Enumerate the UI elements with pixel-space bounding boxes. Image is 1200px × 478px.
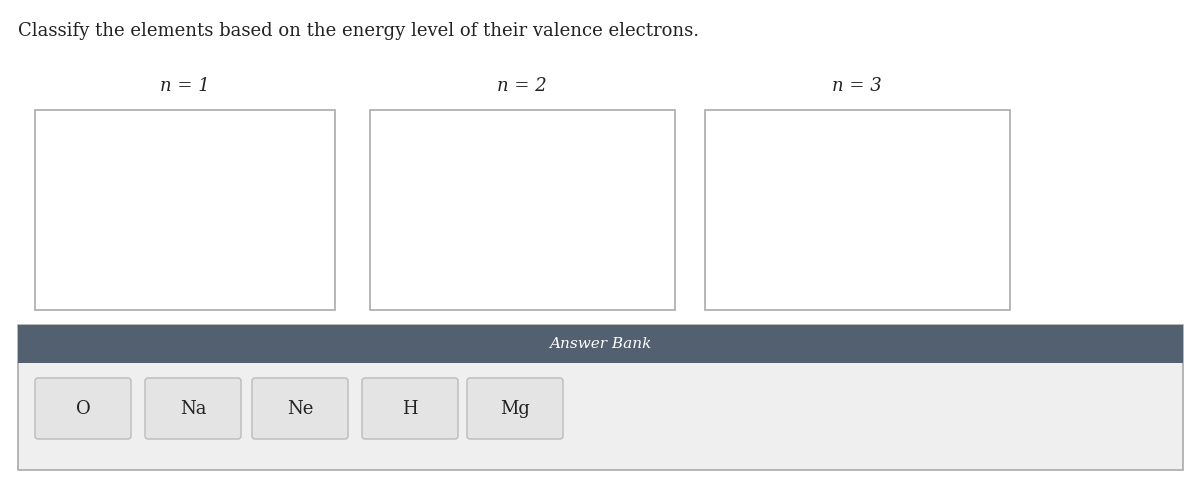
Text: Answer Bank: Answer Bank	[550, 337, 652, 351]
FancyBboxPatch shape	[145, 378, 241, 439]
Text: Mg: Mg	[500, 400, 530, 417]
Text: H: H	[402, 400, 418, 417]
Text: n = 2: n = 2	[497, 77, 547, 95]
Text: O: O	[76, 400, 90, 417]
FancyBboxPatch shape	[35, 378, 131, 439]
Bar	[18, 325, 1183, 470]
Bar	[370, 110, 674, 310]
Text: n = 3: n = 3	[832, 77, 882, 95]
FancyBboxPatch shape	[467, 378, 563, 439]
Bar	[35, 110, 335, 310]
Bar	[706, 110, 1010, 310]
Bar	[18, 325, 1183, 363]
Text: Classify the elements based on the energy level of their valence electrons.: Classify the elements based on the energ…	[18, 22, 700, 40]
FancyBboxPatch shape	[252, 378, 348, 439]
FancyBboxPatch shape	[362, 378, 458, 439]
Text: n = 1: n = 1	[160, 77, 210, 95]
Text: Na: Na	[180, 400, 206, 417]
Text: Ne: Ne	[287, 400, 313, 417]
